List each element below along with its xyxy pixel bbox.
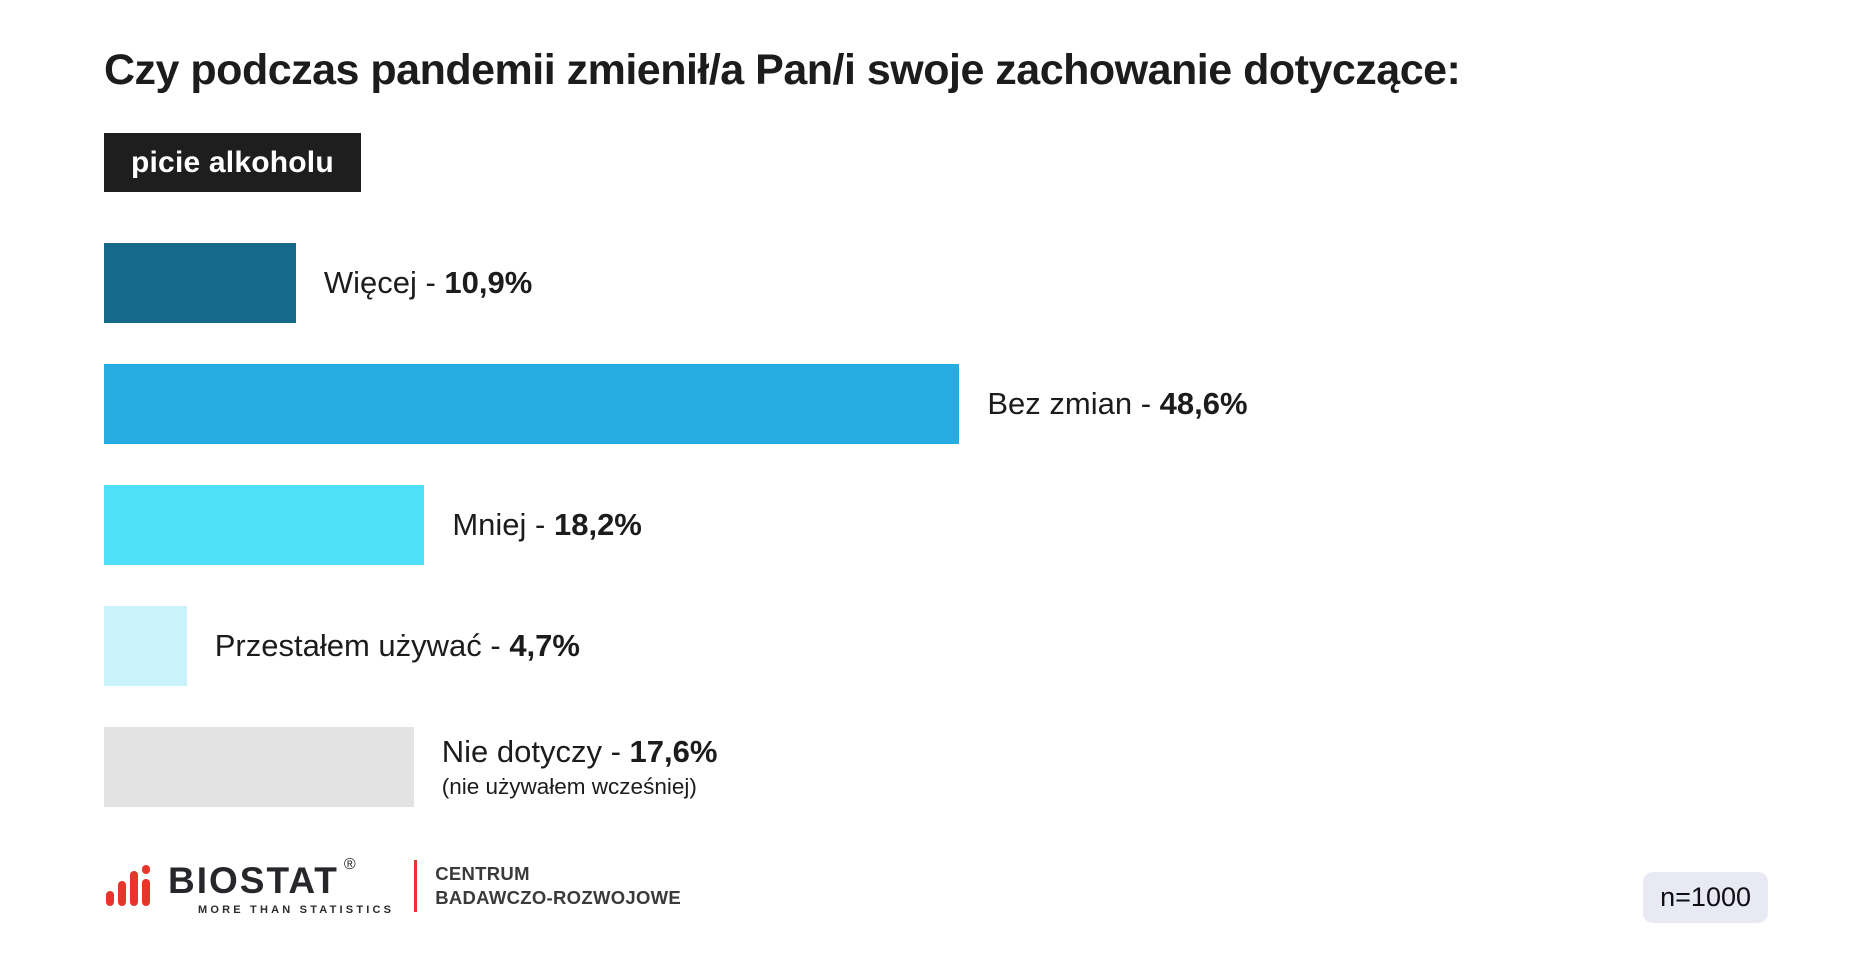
bar-label: Bez zmian - 48,6% [987,386,1247,422]
bar-value: 17,6% [629,733,718,769]
bar-value: 48,6% [1159,386,1248,422]
topic-tag: picie alkoholu [104,133,361,192]
bar-category: Więcej [323,265,417,301]
logo-bar-chart-icon [104,860,156,916]
logo-bar-icon [130,871,138,906]
registered-trademark-icon: ® [343,856,356,873]
bar-separator: - [1132,386,1160,422]
bar-row: Mniej - 18,2% [104,485,1248,565]
bar-separator: - [601,733,630,769]
logo-bar-icon [118,881,126,906]
bar-value: 10,9% [444,265,533,301]
bar-value: 18,2% [553,507,642,543]
bar-chart: Więcej - 10,9% Bez zmian - 48,6% Mniej - 1… [104,243,1248,848]
bar-label: Nie dotyczy - 17,6% (nie używałem wcześni… [442,734,718,801]
bar [104,243,296,323]
bar [104,485,425,565]
bar-category: Bez zmian [987,386,1133,422]
biostat-logo: BIOSTAT ® MORE THAN STATISTICS CENTRUM B… [104,856,681,916]
page-title: Czy podczas pandemii zmienił/a Pan/i swo… [104,46,1461,94]
bar-separator: - [481,628,510,664]
bar-category: Przestałem używać [214,628,482,664]
bar [104,606,187,686]
bar-label: Więcej - 10,9% [324,265,532,301]
logo-divider [414,860,418,912]
bar-category: Nie dotyczy [441,733,602,769]
bar-row: Przestałem używać - 4,7% [104,606,1248,686]
bar [104,727,414,807]
bar-label: Mniej - 18,2% [452,507,642,543]
bar-value: 4,7% [509,628,580,664]
bar-note: (nie używałem wcześniej) [441,774,697,800]
bar-category: Mniej [452,507,527,543]
bar [104,364,960,444]
bar-separator: - [526,507,554,543]
brand-name: BIOSTAT [168,860,339,901]
org-unit: CENTRUM BADAWCZO-ROZWOJOWE [435,862,681,910]
brand-tagline: MORE THAN STATISTICS [198,904,395,916]
bar-row: Więcej - 10,9% [104,243,1248,323]
bar-row: Bez zmian - 48,6% [104,364,1248,444]
org-unit-line1: CENTRUM [435,863,530,884]
bar-label: Przestałem używać - 4,7% [215,628,580,664]
logo-bar-icon [142,879,150,906]
logo-bar-icon [106,891,114,906]
org-unit-line2: BADAWCZO-ROZWOJOWE [435,887,682,909]
logo-dot-icon [142,865,150,874]
brand-block: BIOSTAT ® MORE THAN STATISTICS [168,856,394,916]
footer: BIOSTAT ® MORE THAN STATISTICS CENTRUM B… [104,856,1768,923]
bar-row: Nie dotyczy - 17,6% (nie używałem wcześni… [104,727,1248,807]
sample-size-badge: n=1000 [1643,872,1768,923]
bar-separator: - [416,265,445,301]
